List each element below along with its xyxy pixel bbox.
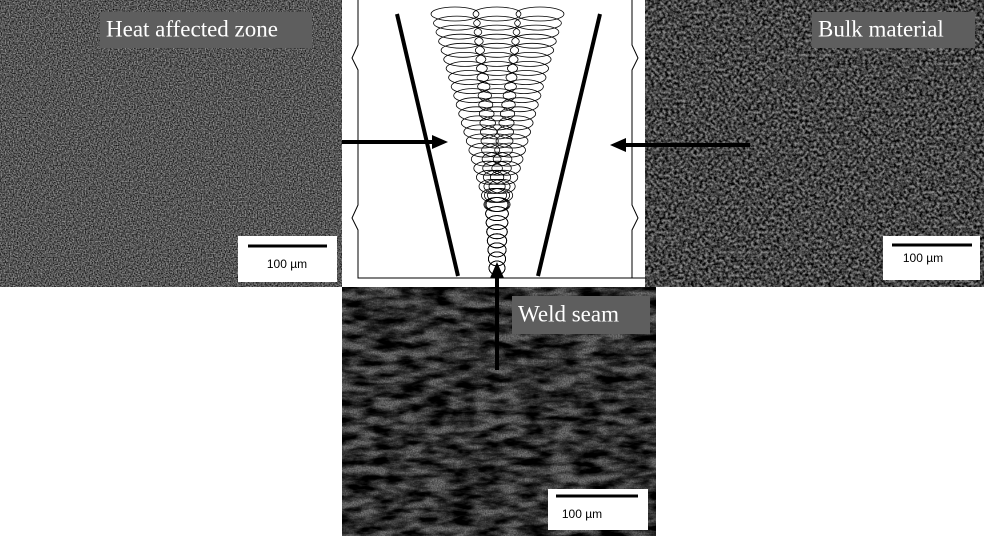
panel-label: Heat affected zone [106, 16, 278, 41]
scale-bar-label: 100 µm [903, 251, 943, 265]
micrograph-heat-affected-zone: Heat affected zone 100 µm [0, 0, 342, 287]
panel-label: Bulk material [818, 16, 944, 41]
page: {"panels": [ {"label": "Heat affected zo… [0, 0, 984, 536]
figure: Heat affected zone 100 µm Bulk material … [0, 0, 984, 536]
scale-bar-label: 100 µm [562, 507, 602, 521]
panel-label: Weld seam [518, 301, 619, 326]
scale-bar-label: 100 µm [267, 257, 307, 271]
